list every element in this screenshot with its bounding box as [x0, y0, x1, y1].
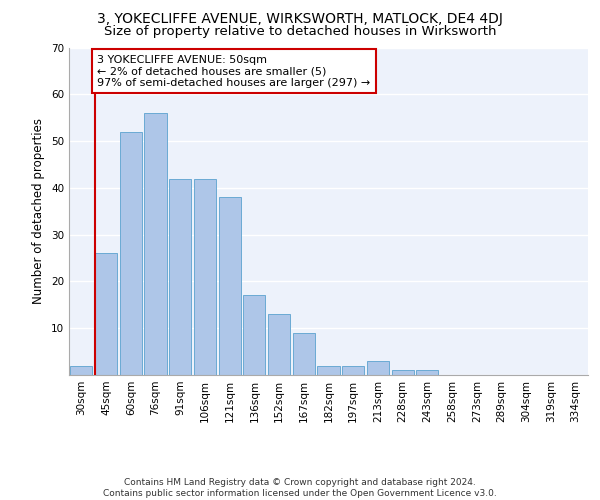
Bar: [119, 132, 142, 375]
Bar: [243, 296, 265, 375]
Text: 3, YOKECLIFFE AVENUE, WIRKSWORTH, MATLOCK, DE4 4DJ: 3, YOKECLIFFE AVENUE, WIRKSWORTH, MATLOC…: [97, 12, 503, 26]
Bar: [218, 197, 241, 375]
Bar: [194, 178, 216, 375]
Bar: [342, 366, 364, 375]
Bar: [367, 361, 389, 375]
Bar: [95, 254, 117, 375]
Bar: [416, 370, 439, 375]
Y-axis label: Number of detached properties: Number of detached properties: [32, 118, 46, 304]
Bar: [70, 366, 92, 375]
Bar: [293, 333, 315, 375]
Bar: [392, 370, 414, 375]
Text: Size of property relative to detached houses in Wirksworth: Size of property relative to detached ho…: [104, 25, 496, 38]
Bar: [317, 366, 340, 375]
Bar: [169, 178, 191, 375]
Bar: [145, 113, 167, 375]
Text: 3 YOKECLIFFE AVENUE: 50sqm
← 2% of detached houses are smaller (5)
97% of semi-d: 3 YOKECLIFFE AVENUE: 50sqm ← 2% of detac…: [97, 54, 371, 88]
Text: Contains HM Land Registry data © Crown copyright and database right 2024.
Contai: Contains HM Land Registry data © Crown c…: [103, 478, 497, 498]
Bar: [268, 314, 290, 375]
